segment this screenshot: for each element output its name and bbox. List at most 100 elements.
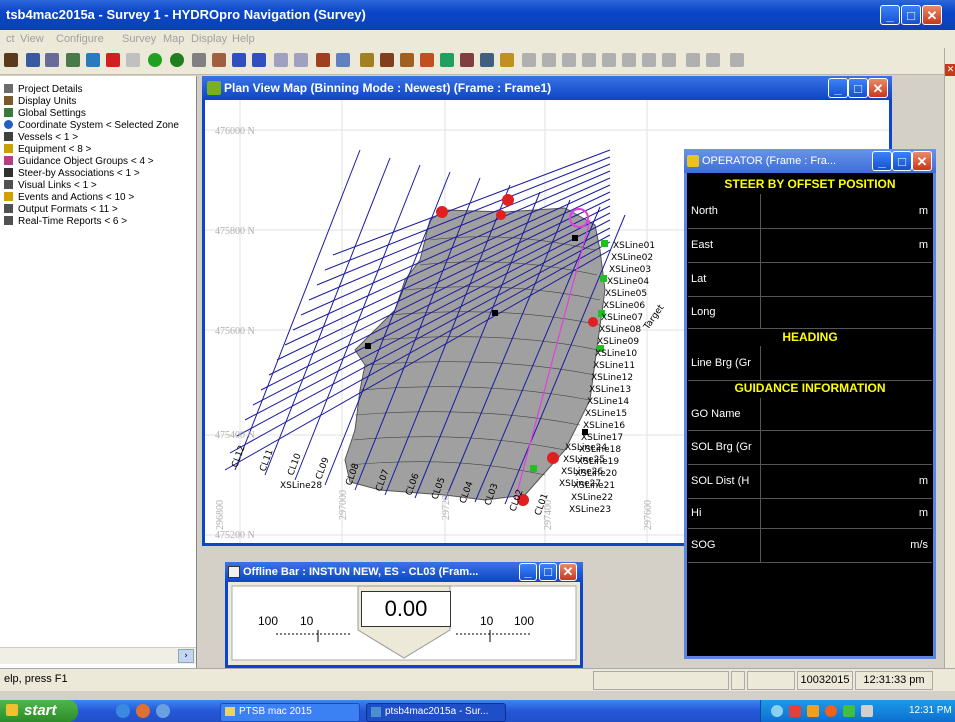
map-icon[interactable] <box>440 53 454 67</box>
offline-minimize-button[interactable]: _ <box>519 563 537 581</box>
record-on-icon[interactable] <box>148 53 162 67</box>
wifi-icon[interactable] <box>861 705 873 717</box>
wave-icon[interactable] <box>730 53 744 67</box>
menu-item-display[interactable]: Display <box>191 33 228 45</box>
tree-horizontal-scrollbar[interactable]: › <box>0 647 196 664</box>
plan-close-button[interactable]: ✕ <box>868 78 888 98</box>
route-disabled-icon[interactable] <box>274 53 288 67</box>
close-icon[interactable]: ✕ <box>945 64 955 76</box>
close-button[interactable]: ✕ <box>922 5 942 25</box>
offline-maximize-button[interactable]: □ <box>539 563 557 581</box>
binning-2-icon[interactable] <box>400 53 414 67</box>
tree-item-steer-by-associations[interactable]: Steer-by Associations < 1 > <box>4 168 140 180</box>
grid-icon[interactable] <box>360 53 374 67</box>
tree-icon[interactable] <box>26 53 40 67</box>
route-alt-icon[interactable] <box>252 53 266 67</box>
menu-item-help[interactable]: Help <box>232 33 255 45</box>
tree-item-coordinate-system[interactable]: Coordinate System < Selected Zone <box>4 120 179 132</box>
offline-value: 0.00 <box>361 591 451 627</box>
line-label: XSLine21 <box>573 481 615 491</box>
bar-icon[interactable] <box>106 53 120 67</box>
line-label: XSLine05 <box>605 289 647 299</box>
tree-item-display-units[interactable]: Display Units <box>4 96 76 108</box>
line-label: XSLine26 <box>561 467 603 477</box>
clock-icon[interactable] <box>126 53 140 67</box>
target-marker[interactable] <box>569 208 589 228</box>
record-icon[interactable] <box>170 53 184 67</box>
play-icon[interactable] <box>642 53 656 67</box>
menu-item-configure[interactable]: Configure <box>56 33 104 45</box>
plan-maximize-button[interactable]: □ <box>848 78 868 98</box>
operator-title-bar: OPERATOR (Frame : Fra... _ □ ✕ <box>684 149 936 173</box>
menu-item-view[interactable]: View <box>20 33 44 45</box>
zoom-extent-icon[interactable] <box>602 53 616 67</box>
tree-item-guidance-object-groups[interactable]: Guidance Object Groups < 4 > <box>4 156 154 168</box>
tree-item-vessels[interactable]: Vessels < 1 > <box>4 132 78 144</box>
minimize-button[interactable]: _ <box>880 5 900 25</box>
tree-item-events-and-actions[interactable]: Events and Actions < 10 > <box>4 192 134 204</box>
bar-disabled-icon[interactable] <box>662 53 676 67</box>
menu-item-map[interactable]: Map <box>163 33 185 45</box>
line-icon[interactable] <box>192 53 206 67</box>
cross-icon[interactable] <box>706 53 720 67</box>
line-disabled-icon[interactable] <box>686 53 700 67</box>
tool-icon[interactable] <box>212 53 226 67</box>
maximize-button[interactable]: □ <box>901 5 921 25</box>
tray-clock: 12:31 PM <box>909 705 952 716</box>
chart-icon[interactable] <box>480 53 494 67</box>
east-label: 297600 <box>643 500 654 530</box>
measure-icon[interactable] <box>622 53 636 67</box>
line-label: XSLine01 <box>613 241 655 251</box>
tree-item-project-details[interactable]: Project Details <box>4 84 82 96</box>
list-icon[interactable] <box>45 53 59 67</box>
route-disabled-2-icon[interactable] <box>294 53 308 67</box>
quicklaunch-icon[interactable] <box>156 704 170 718</box>
menu-item-survey[interactable]: Survey <box>122 33 157 45</box>
check-icon[interactable] <box>500 53 514 67</box>
offline-close-button[interactable]: ✕ <box>559 563 577 581</box>
start-button[interactable]: start <box>0 700 78 722</box>
task-ptsb-folder[interactable]: PTSB mac 2015 <box>220 703 360 722</box>
zoom-in-icon[interactable] <box>562 53 576 67</box>
tree-item-output-formats[interactable]: Output Formats < 11 > <box>4 204 118 216</box>
task-hydropro[interactable]: ptsb4mac2015a - Sur... <box>366 703 506 722</box>
plan-view-map[interactable]: 476000 N 475800 N 475600 N 475400 N 4752… <box>205 100 889 543</box>
edit-icon[interactable] <box>316 53 330 67</box>
firefox-icon[interactable] <box>136 704 150 718</box>
security-icon[interactable] <box>825 705 837 717</box>
operator-minimize-button[interactable]: _ <box>872 151 892 171</box>
window-icon[interactable] <box>336 53 350 67</box>
tree-item-visual-links[interactable]: Visual Links < 1 > <box>4 180 97 192</box>
route-icon[interactable] <box>232 53 246 67</box>
pointer-icon[interactable] <box>522 53 536 67</box>
menu-item-project[interactable]: ct <box>6 33 15 45</box>
operator-row-hi: Hi m <box>688 498 932 529</box>
tree-item-equipment[interactable]: Equipment < 8 > <box>4 144 91 156</box>
open-icon[interactable] <box>4 53 18 67</box>
operator-maximize-button[interactable]: □ <box>892 151 912 171</box>
cl-label: CL12 <box>230 444 247 469</box>
scroll-right-icon[interactable]: › <box>178 649 194 663</box>
globe-icon <box>4 120 13 129</box>
table-icon[interactable] <box>420 53 434 67</box>
ie-icon[interactable] <box>116 704 130 718</box>
display-icon[interactable] <box>460 53 474 67</box>
pan-icon[interactable] <box>542 53 556 67</box>
line-label: XSLine10 <box>595 349 637 359</box>
app-title-bar: tsb4mac2015a - Survey 1 - HYDROpro Navig… <box>0 0 955 30</box>
network-icon[interactable] <box>771 705 783 717</box>
xsline-labels: XSLine01 XSLine02 XSLine03 XSLine04 XSLi… <box>280 241 655 515</box>
zoom-out-icon[interactable] <box>582 53 596 67</box>
vessel-icon[interactable] <box>66 53 80 67</box>
north-label: 475800 N <box>215 226 255 237</box>
boat-icon[interactable] <box>86 53 100 67</box>
update-icon[interactable] <box>807 705 819 717</box>
antivirus-icon[interactable] <box>789 705 801 717</box>
status-pane <box>593 671 729 690</box>
binning-icon[interactable] <box>380 53 394 67</box>
operator-close-button[interactable]: ✕ <box>912 151 932 171</box>
tree-item-global-settings[interactable]: Global Settings <box>4 108 86 120</box>
volume-icon[interactable] <box>843 705 855 717</box>
plan-minimize-button[interactable]: _ <box>828 78 848 98</box>
tree-item-real-time-reports[interactable]: Real-Time Reports < 6 > <box>4 216 127 228</box>
